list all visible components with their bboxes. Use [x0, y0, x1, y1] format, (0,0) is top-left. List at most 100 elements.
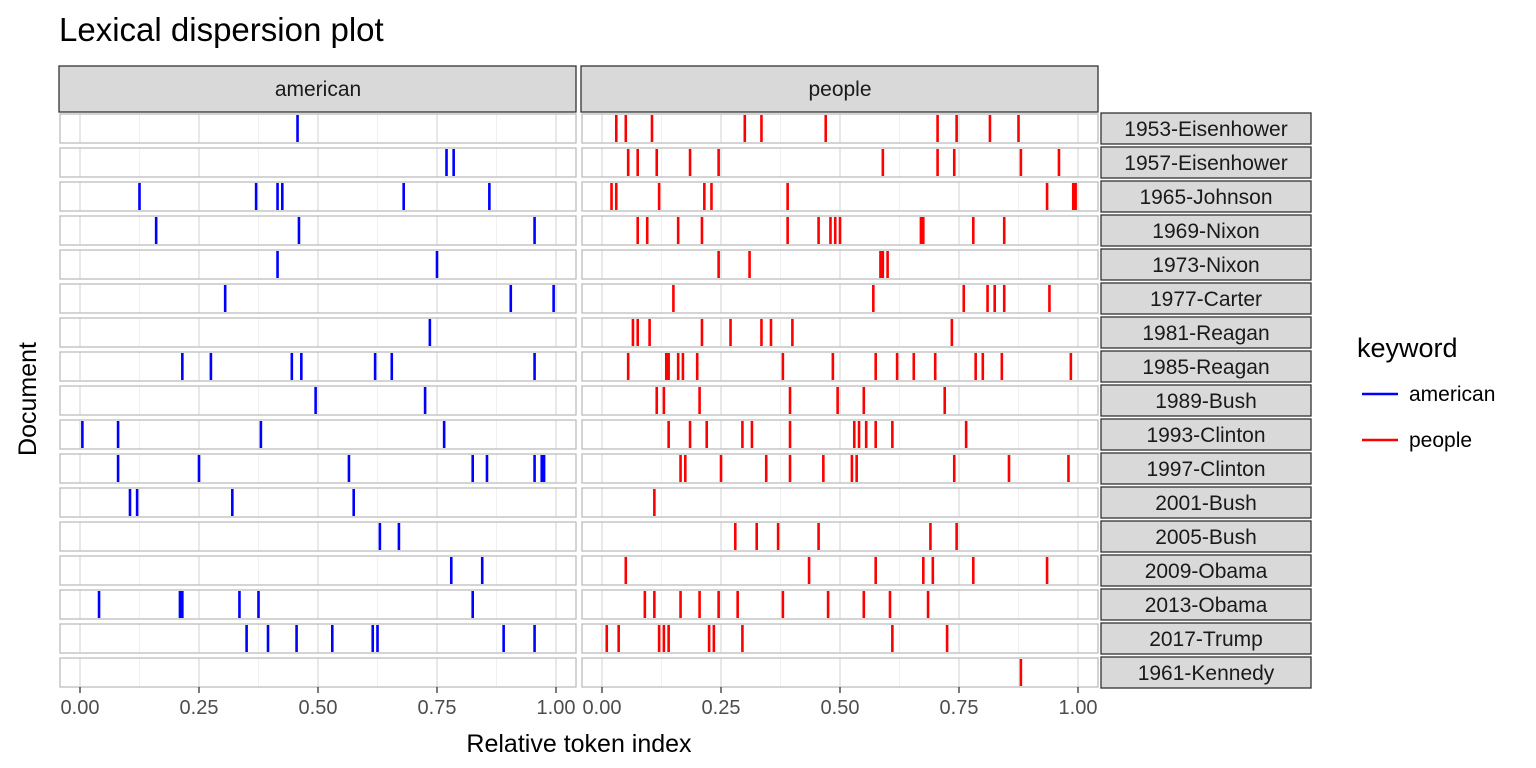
- document-label: 1997-Clinton: [1146, 458, 1265, 481]
- document-label: 1981-Reagan: [1142, 322, 1269, 345]
- panel-border: [581, 623, 1099, 654]
- document-strip-bg: [1100, 520, 1312, 553]
- panel-border: [59, 181, 577, 212]
- document-strip: 2005-Bush: [1100, 520, 1312, 553]
- panel-border: [59, 249, 577, 280]
- document-label: 2013-Obama: [1145, 594, 1268, 617]
- document-strip: 1989-Bush: [1100, 384, 1312, 417]
- panel-border: [581, 589, 1099, 620]
- document-label: 1953-Eisenhower: [1124, 118, 1287, 141]
- document-strip-bg: [1100, 248, 1312, 281]
- x-tick-label: 0.50: [821, 697, 860, 719]
- panel-american-row-8: [59, 385, 577, 416]
- panel-border: [581, 113, 1099, 144]
- document-label: 1985-Reagan: [1142, 356, 1269, 379]
- document-label: 1961-Kennedy: [1138, 662, 1275, 685]
- document-strip: 2001-Bush: [1100, 486, 1312, 519]
- document-strip: 1957-Eisenhower: [1100, 146, 1312, 179]
- facet-strip-label: american: [275, 78, 361, 101]
- panel-american-row-14: [59, 589, 577, 620]
- panel-american-row-0: [59, 113, 577, 144]
- x-tick-label: 0.25: [702, 697, 741, 719]
- panel-american-row-15: [59, 623, 577, 654]
- panel-border: [581, 385, 1099, 416]
- panel-border: [581, 351, 1099, 382]
- panel-american-row-1: [59, 147, 577, 178]
- document-strip-bg: [1100, 384, 1312, 417]
- x-axes: 0.00 0.25 0.50 0.75 1.00 0.00 0.25 0.50 0.75 1.00: [61, 687, 1097, 719]
- document-strip: 2009-Obama: [1100, 554, 1312, 587]
- panel-border: [59, 555, 577, 586]
- legend-item-american: american: [1362, 383, 1495, 406]
- x-axis-title: Relative token index: [466, 730, 692, 758]
- x-tick-label: 0.75: [940, 697, 979, 719]
- panel-people-row-14: [581, 589, 1099, 620]
- panel-american-row-9: [59, 419, 577, 450]
- panel-border: [59, 215, 577, 246]
- panel-border: [59, 453, 577, 484]
- x-tick-label: 0.00: [583, 697, 622, 719]
- document-label: 1957-Eisenhower: [1124, 152, 1287, 175]
- panel-border: [581, 453, 1099, 484]
- panel-people-row-4: [581, 249, 1099, 280]
- panel-american-row-7: [59, 351, 577, 382]
- panel-border: [581, 419, 1099, 450]
- x-tick-label: 0.50: [299, 697, 338, 719]
- document-strip-bg: [1100, 418, 1312, 451]
- panel-border: [581, 147, 1099, 178]
- document-strip-bg: [1100, 112, 1312, 145]
- x-axis-people: 0.00 0.25 0.50 0.75 1.00: [583, 687, 1097, 719]
- document-strip-bg: [1100, 622, 1312, 655]
- document-strip-bg: [1100, 350, 1312, 383]
- x-tick-label: 0.00: [61, 697, 100, 719]
- panel-people-row-13: [581, 555, 1099, 586]
- document-strip-bg: [1100, 452, 1312, 485]
- document-label: 2009-Obama: [1145, 560, 1268, 583]
- panel-people-row-12: [581, 521, 1099, 552]
- document-strip-bg: [1100, 146, 1312, 179]
- panel-american-row-2: [59, 181, 577, 212]
- document-label: 1993-Clinton: [1146, 424, 1265, 447]
- facet-panels: american people: [58, 65, 1099, 688]
- panel-border: [59, 521, 577, 552]
- facet-strip-people: people: [580, 65, 1099, 113]
- document-strip: 1965-Johnson: [1100, 180, 1312, 213]
- panel-border: [59, 351, 577, 382]
- document-strip: 2017-Trump: [1100, 622, 1312, 655]
- panel-american-row-12: [59, 521, 577, 552]
- document-strip-bg: [1100, 588, 1312, 621]
- document-label: 1965-Johnson: [1139, 186, 1272, 209]
- panel-border: [59, 385, 577, 416]
- panel-border: [581, 487, 1099, 518]
- document-strip: 2013-Obama: [1100, 588, 1312, 621]
- panel-border: [581, 521, 1099, 552]
- panel-american-row-4: [59, 249, 577, 280]
- panel-border: [59, 113, 577, 144]
- panel-people-row-2: [581, 181, 1099, 212]
- document-strip: 1973-Nixon: [1100, 248, 1312, 281]
- document-strip-bg: [1100, 486, 1312, 519]
- document-label: 2017-Trump: [1149, 628, 1263, 651]
- legend: keyword american people: [1357, 333, 1495, 452]
- panel-border: [59, 147, 577, 178]
- legend-label: american: [1409, 383, 1495, 406]
- facet-strip-american: american: [58, 65, 577, 113]
- document-label: 1989-Bush: [1155, 390, 1257, 413]
- panel-american-row-6: [59, 317, 577, 348]
- panel-border: [59, 283, 577, 314]
- x-tick-label: 0.25: [180, 697, 219, 719]
- x-tick-label: 0.75: [418, 697, 457, 719]
- document-strip: 1961-Kennedy: [1100, 656, 1312, 689]
- panel-american-row-11: [59, 487, 577, 518]
- panel-border: [581, 181, 1099, 212]
- panel-border: [581, 555, 1099, 586]
- facet-strip-bg: [58, 65, 577, 113]
- panel-border: [581, 215, 1099, 246]
- document-label: 2001-Bush: [1155, 492, 1257, 515]
- facet-strip-label: people: [808, 78, 871, 101]
- document-strip-bg: [1100, 180, 1312, 213]
- legend-item-people: people: [1362, 429, 1472, 452]
- panel-american-row-5: [59, 283, 577, 314]
- legend-title: keyword: [1357, 333, 1458, 363]
